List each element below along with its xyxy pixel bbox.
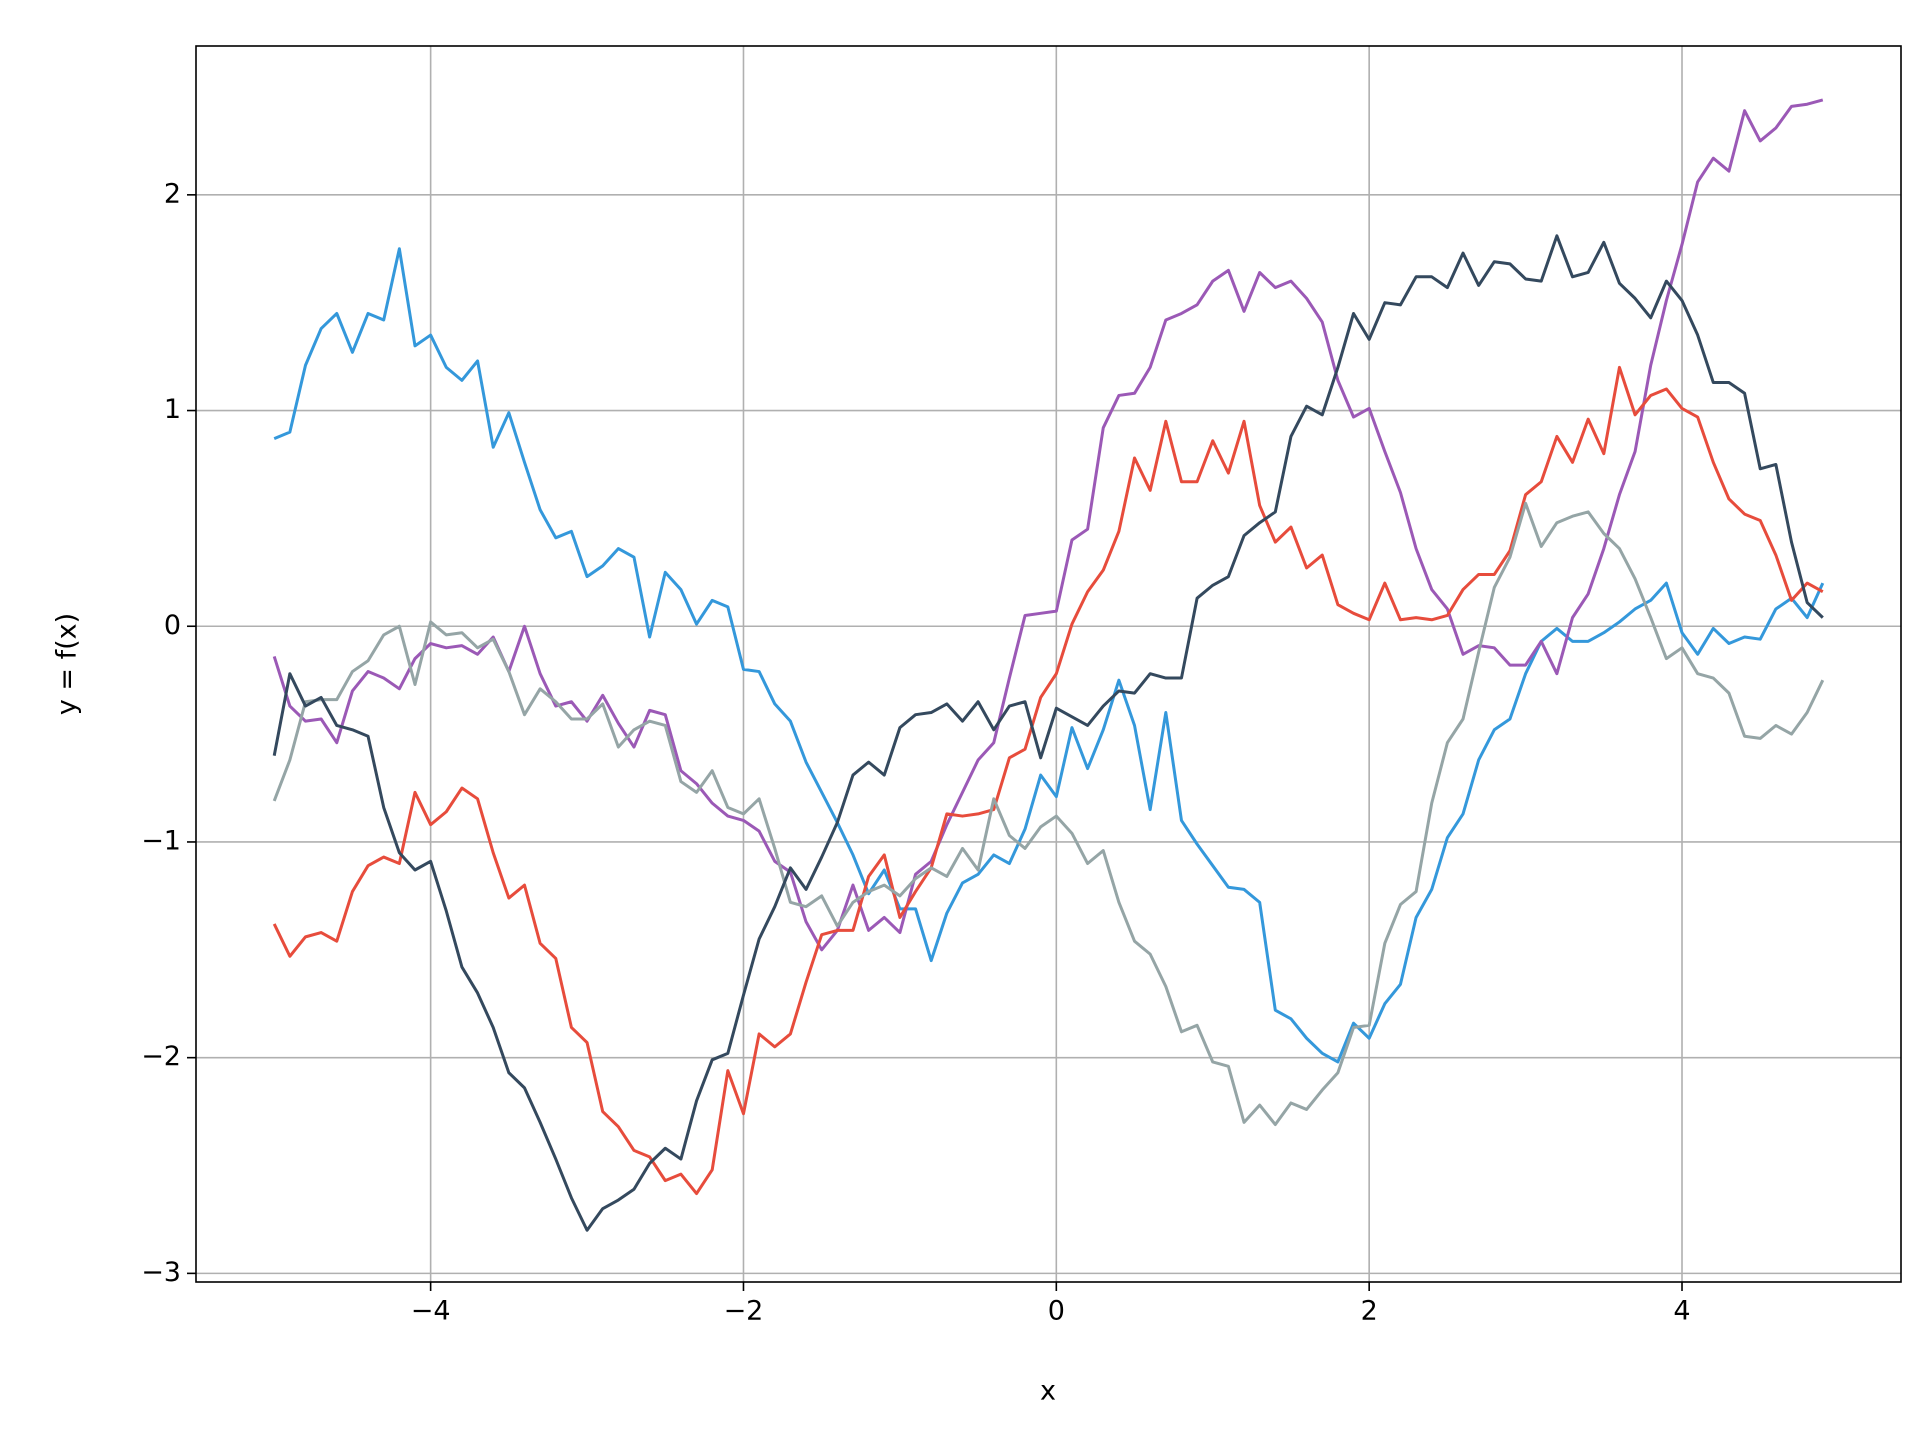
- series-line: [272, 234, 1824, 1232]
- y-tick-label: 1: [164, 394, 181, 425]
- ticks: −4 −2 0 2 4 −3 −2 −1 0 1 2: [141, 178, 1690, 1326]
- series-line: [272, 501, 1825, 1127]
- series-line: [273, 247, 1825, 1064]
- x-tick-label: −4: [411, 1296, 451, 1327]
- x-tick-label: 2: [1361, 1296, 1378, 1327]
- x-tick-label: 4: [1673, 1296, 1690, 1327]
- y-tick-label: −2: [141, 1041, 181, 1072]
- series-line: [272, 365, 1824, 1196]
- x-axis-label: x: [1040, 1376, 1056, 1407]
- y-tick-label: 0: [164, 610, 181, 641]
- x-tick-label: 0: [1048, 1296, 1065, 1327]
- y-tick-label: −3: [141, 1257, 181, 1288]
- y-axis-label: y = f(x): [52, 613, 83, 715]
- y-tick-label: 2: [164, 178, 181, 209]
- y-tick-label: −1: [141, 825, 181, 856]
- x-tick-label: −2: [724, 1296, 764, 1327]
- axes-frame: [195, 45, 1902, 1283]
- grid: [196, 46, 1901, 1282]
- series-line: [272, 98, 1824, 952]
- plot-lines: [272, 98, 1825, 1232]
